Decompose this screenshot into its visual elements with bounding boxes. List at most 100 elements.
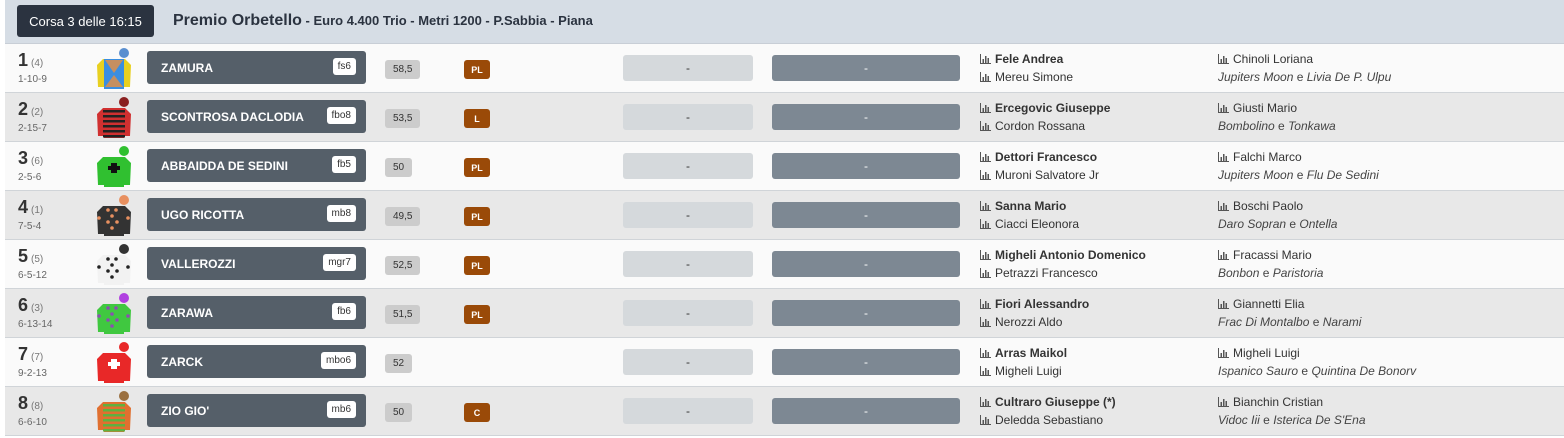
bar-chart-icon[interactable] xyxy=(980,415,991,425)
bar-chart-icon[interactable] xyxy=(980,268,991,278)
bar-chart-icon[interactable] xyxy=(980,121,991,131)
owner-name[interactable]: Migheli Luigi xyxy=(995,364,1062,378)
owner[interactable]: Nerozzi Aldo xyxy=(980,315,1062,329)
owner[interactable]: Petrazzi Francesco xyxy=(980,266,1098,280)
trainer[interactable]: Fracassi Mario xyxy=(1218,248,1312,262)
owner-name[interactable]: Ciacci Eleonora xyxy=(995,217,1080,231)
trainer-name[interactable]: Chinoli Loriana xyxy=(1233,52,1314,66)
trainer-name[interactable]: Falchi Marco xyxy=(1233,150,1302,164)
bar-chart-icon[interactable] xyxy=(980,170,991,180)
owner[interactable]: Cordon Rossana xyxy=(980,119,1085,133)
jockey-name[interactable]: Sanna Mario xyxy=(995,199,1067,213)
owner-name[interactable]: Muroni Salvatore Jr xyxy=(995,168,1100,182)
odds-button-1[interactable]: - xyxy=(623,202,753,228)
jockey[interactable]: Sanna Mario xyxy=(980,199,1066,213)
odds-button-1[interactable]: - xyxy=(623,55,753,81)
trainer-name[interactable]: Migheli Luigi xyxy=(1233,346,1300,360)
jockey-name[interactable]: Arras Maikol xyxy=(995,346,1068,360)
bar-chart-icon[interactable] xyxy=(1218,152,1229,162)
bar-chart-icon[interactable] xyxy=(980,366,991,376)
horse-name-button[interactable]: ZIO GIO' mb6 xyxy=(147,394,366,427)
owner-name[interactable]: Cordon Rossana xyxy=(995,119,1086,133)
trainer[interactable]: Giusti Mario xyxy=(1218,101,1297,115)
trainer[interactable]: Boschi Paolo xyxy=(1218,199,1303,213)
bar-chart-icon[interactable] xyxy=(980,152,991,162)
bar-chart-icon[interactable] xyxy=(980,250,991,260)
jockey-name[interactable]: Fiori Alessandro xyxy=(995,297,1090,311)
bar-chart-icon[interactable] xyxy=(980,348,991,358)
jockey[interactable]: Fiori Alessandro xyxy=(980,297,1089,311)
jockey-name[interactable]: Migheli Antonio Domenico xyxy=(995,248,1146,262)
jockey-name[interactable]: Fele Andrea xyxy=(995,52,1064,66)
odds-button-2[interactable]: - xyxy=(772,349,960,375)
odds-button-1[interactable]: - xyxy=(623,349,753,375)
odds-button-2[interactable]: - xyxy=(772,104,960,130)
bar-chart-icon[interactable] xyxy=(980,103,991,113)
parentage: Jupiters Moon e Livia De P. Ulpu xyxy=(1218,70,1391,84)
trainer[interactable]: Giannetti Elia xyxy=(1218,297,1304,311)
owner-name[interactable]: Petrazzi Francesco xyxy=(995,266,1098,280)
bar-chart-icon[interactable] xyxy=(980,54,991,64)
odds-button-2[interactable]: - xyxy=(772,55,960,81)
odds-button-1[interactable]: - xyxy=(623,104,753,130)
odds-button-1[interactable]: - xyxy=(623,300,753,326)
trainer-name[interactable]: Bianchin Cristian xyxy=(1233,395,1324,409)
horse-name-button[interactable]: ABBAIDDA DE SEDINI fb5 xyxy=(147,149,366,182)
jockey[interactable]: Dettori Francesco xyxy=(980,150,1097,164)
bar-chart-icon[interactable] xyxy=(1218,103,1229,113)
horse-name-button[interactable]: ZARAWA fb6 xyxy=(147,296,366,329)
jockey-name[interactable]: Cultraro Giuseppe (*) xyxy=(995,395,1116,409)
horse-name-button[interactable]: UGO RICOTTA mb8 xyxy=(147,198,366,231)
bar-chart-icon[interactable] xyxy=(1218,348,1229,358)
odds-button-1[interactable]: - xyxy=(623,153,753,179)
sire: Bonbon xyxy=(1218,266,1260,280)
trainer-name[interactable]: Fracassi Mario xyxy=(1233,248,1312,262)
jockey[interactable]: Fele Andrea xyxy=(980,52,1063,66)
owner[interactable]: Migheli Luigi xyxy=(980,364,1062,378)
odds-button-2[interactable]: - xyxy=(772,251,960,277)
bar-chart-icon[interactable] xyxy=(980,219,991,229)
jockey[interactable]: Arras Maikol xyxy=(980,346,1067,360)
odds-button-2[interactable]: - xyxy=(772,398,960,424)
bar-chart-icon[interactable] xyxy=(980,397,991,407)
bar-chart-icon[interactable] xyxy=(1218,54,1229,64)
bar-chart-icon[interactable] xyxy=(1218,397,1229,407)
bar-chart-icon[interactable] xyxy=(1218,201,1229,211)
owner[interactable]: Deledda Sebastiano xyxy=(980,413,1103,427)
jockey-name[interactable]: Ercegovic Giuseppe xyxy=(995,101,1111,115)
bar-chart-icon[interactable] xyxy=(980,299,991,309)
odds-button-2[interactable]: - xyxy=(772,153,960,179)
odds-button-1[interactable]: - xyxy=(623,398,753,424)
jockey[interactable]: Cultraro Giuseppe (*) xyxy=(980,395,1116,409)
bar-chart-icon[interactable] xyxy=(1218,299,1229,309)
bar-chart-icon[interactable] xyxy=(980,317,991,327)
owner-name[interactable]: Mereu Simone xyxy=(995,70,1074,84)
odds-button-2[interactable]: - xyxy=(772,202,960,228)
jockey[interactable]: Migheli Antonio Domenico xyxy=(980,248,1146,262)
trainer[interactable]: Migheli Luigi xyxy=(1218,346,1300,360)
status-badge: PL xyxy=(464,305,490,324)
owner[interactable]: Mereu Simone xyxy=(980,70,1073,84)
horse-name-button[interactable]: ZARCK mbo6 xyxy=(147,345,366,378)
owner[interactable]: Ciacci Eleonora xyxy=(980,217,1079,231)
horse-name-button[interactable]: VALLEROZZI mgr7 xyxy=(147,247,366,280)
trainer[interactable]: Falchi Marco xyxy=(1218,150,1302,164)
trainer[interactable]: Chinoli Loriana xyxy=(1218,52,1313,66)
bar-chart-icon[interactable] xyxy=(1218,250,1229,260)
horse-name-button[interactable]: SCONTROSA DACLODIA fbo8 xyxy=(147,100,366,133)
race-selector-button[interactable]: Corsa 3 delle 16:15 xyxy=(17,5,154,37)
owner-name[interactable]: Nerozzi Aldo xyxy=(995,315,1063,329)
trainer[interactable]: Bianchin Cristian xyxy=(1218,395,1323,409)
odds-button-1[interactable]: - xyxy=(623,251,753,277)
owner[interactable]: Muroni Salvatore Jr xyxy=(980,168,1099,182)
odds-button-2[interactable]: - xyxy=(772,300,960,326)
trainer-name[interactable]: Giannetti Elia xyxy=(1233,297,1305,311)
bar-chart-icon[interactable] xyxy=(980,201,991,211)
bar-chart-icon[interactable] xyxy=(980,72,991,82)
jockey[interactable]: Ercegovic Giuseppe xyxy=(980,101,1110,115)
trainer-name[interactable]: Boschi Paolo xyxy=(1233,199,1304,213)
owner-name[interactable]: Deledda Sebastiano xyxy=(995,413,1104,427)
horse-name-button[interactable]: ZAMURA fs6 xyxy=(147,51,366,84)
jockey-name[interactable]: Dettori Francesco xyxy=(995,150,1098,164)
trainer-name[interactable]: Giusti Mario xyxy=(1233,101,1298,115)
